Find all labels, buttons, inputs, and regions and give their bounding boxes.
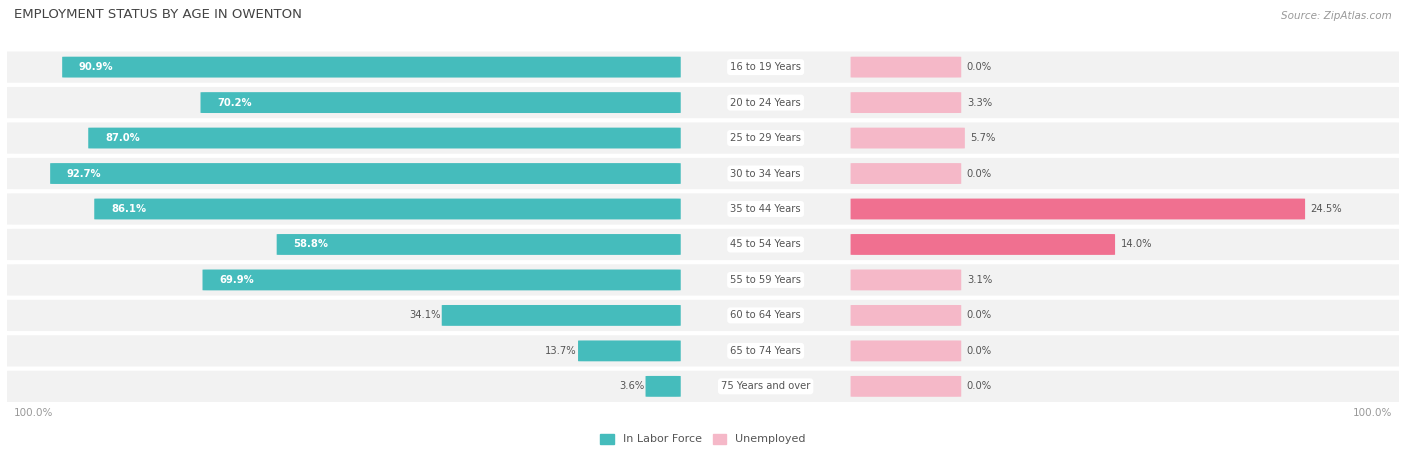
- FancyBboxPatch shape: [51, 163, 681, 184]
- Text: 3.6%: 3.6%: [619, 382, 644, 391]
- Text: 100.0%: 100.0%: [1353, 408, 1392, 418]
- Text: 13.7%: 13.7%: [546, 346, 576, 356]
- Text: 87.0%: 87.0%: [105, 133, 139, 143]
- Text: 45 to 54 Years: 45 to 54 Years: [730, 239, 801, 249]
- Text: 0.0%: 0.0%: [967, 382, 991, 391]
- Text: 92.7%: 92.7%: [67, 169, 101, 179]
- FancyBboxPatch shape: [851, 234, 1115, 255]
- Text: 58.8%: 58.8%: [294, 239, 329, 249]
- Text: 70.2%: 70.2%: [217, 97, 252, 108]
- Text: 14.0%: 14.0%: [1121, 239, 1152, 249]
- FancyBboxPatch shape: [0, 227, 1406, 262]
- Legend: In Labor Force, Unemployed: In Labor Force, Unemployed: [596, 429, 810, 449]
- FancyBboxPatch shape: [851, 92, 962, 113]
- FancyBboxPatch shape: [0, 263, 1406, 297]
- Text: 90.9%: 90.9%: [79, 62, 114, 72]
- Text: EMPLOYMENT STATUS BY AGE IN OWENTON: EMPLOYMENT STATUS BY AGE IN OWENTON: [14, 8, 302, 21]
- FancyBboxPatch shape: [851, 163, 962, 184]
- FancyBboxPatch shape: [202, 270, 681, 290]
- FancyBboxPatch shape: [277, 234, 681, 255]
- FancyBboxPatch shape: [0, 50, 1406, 84]
- FancyBboxPatch shape: [851, 376, 962, 397]
- FancyBboxPatch shape: [0, 334, 1406, 368]
- FancyBboxPatch shape: [62, 57, 681, 78]
- FancyBboxPatch shape: [851, 128, 965, 148]
- FancyBboxPatch shape: [0, 299, 1406, 332]
- Text: 69.9%: 69.9%: [219, 275, 254, 285]
- FancyBboxPatch shape: [851, 198, 1305, 220]
- Text: 0.0%: 0.0%: [967, 346, 991, 356]
- Text: 34.1%: 34.1%: [409, 310, 440, 320]
- FancyBboxPatch shape: [851, 305, 962, 326]
- Text: 30 to 34 Years: 30 to 34 Years: [730, 169, 801, 179]
- Text: 75 Years and over: 75 Years and over: [721, 382, 810, 391]
- FancyBboxPatch shape: [94, 198, 681, 220]
- Text: 24.5%: 24.5%: [1310, 204, 1343, 214]
- Text: 25 to 29 Years: 25 to 29 Years: [730, 133, 801, 143]
- FancyBboxPatch shape: [0, 369, 1406, 403]
- FancyBboxPatch shape: [0, 121, 1406, 155]
- FancyBboxPatch shape: [0, 192, 1406, 226]
- FancyBboxPatch shape: [441, 305, 681, 326]
- FancyBboxPatch shape: [0, 86, 1406, 120]
- Text: 0.0%: 0.0%: [967, 310, 991, 320]
- Text: 35 to 44 Years: 35 to 44 Years: [730, 204, 801, 214]
- Text: 3.1%: 3.1%: [967, 275, 993, 285]
- Text: 3.3%: 3.3%: [967, 97, 991, 108]
- FancyBboxPatch shape: [851, 57, 962, 78]
- FancyBboxPatch shape: [0, 156, 1406, 191]
- FancyBboxPatch shape: [645, 376, 681, 397]
- Text: 16 to 19 Years: 16 to 19 Years: [730, 62, 801, 72]
- FancyBboxPatch shape: [851, 270, 962, 290]
- Text: 65 to 74 Years: 65 to 74 Years: [730, 346, 801, 356]
- FancyBboxPatch shape: [851, 341, 962, 361]
- Text: Source: ZipAtlas.com: Source: ZipAtlas.com: [1281, 11, 1392, 21]
- Text: 55 to 59 Years: 55 to 59 Years: [730, 275, 801, 285]
- Text: 0.0%: 0.0%: [967, 169, 991, 179]
- Text: 100.0%: 100.0%: [14, 408, 53, 418]
- FancyBboxPatch shape: [89, 128, 681, 148]
- FancyBboxPatch shape: [201, 92, 681, 113]
- Text: 86.1%: 86.1%: [111, 204, 146, 214]
- Text: 5.7%: 5.7%: [970, 133, 995, 143]
- FancyBboxPatch shape: [578, 341, 681, 361]
- Text: 20 to 24 Years: 20 to 24 Years: [730, 97, 801, 108]
- Text: 60 to 64 Years: 60 to 64 Years: [730, 310, 801, 320]
- Text: 0.0%: 0.0%: [967, 62, 991, 72]
